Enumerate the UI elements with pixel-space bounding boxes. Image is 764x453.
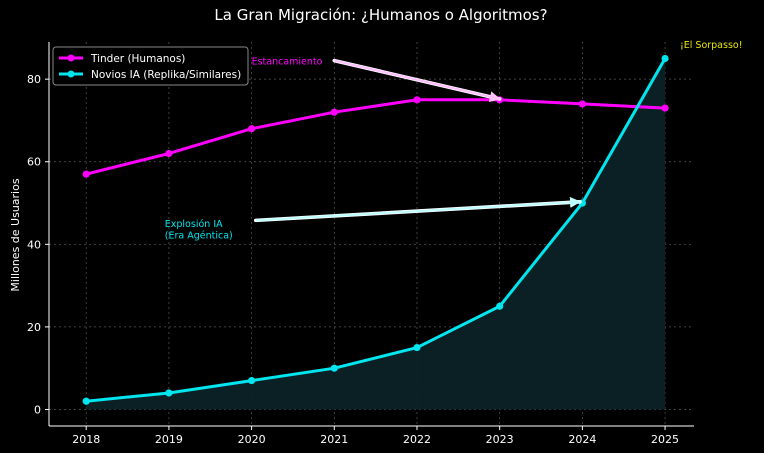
novios-ia-series-line: [84, 57, 667, 403]
y-tick-label: 60: [27, 156, 41, 169]
tinder-legend-label: Tinder (Humanos): [90, 53, 185, 65]
x-tick-label: 2022: [403, 433, 431, 446]
axes: 2018 2019 2020 2021 2022 2023 2024 2025 0 20 40 60 8…: [27, 42, 694, 446]
annotation-estancamiento-text: Estancamiento: [252, 57, 323, 68]
tinder-point-2020: [247, 125, 256, 133]
y-tick-label: 40: [27, 238, 41, 251]
y-tick-label: 80: [27, 73, 41, 86]
novios-ia-legend-marker: [67, 70, 75, 78]
annotation-estancamiento-arrow: [334, 59, 501, 103]
legend: Tinder (Humanos) Novios IA (Replika/Simil…: [52, 46, 249, 86]
novios-ia-legend-label: Novios IA (Replika/Similares): [91, 69, 241, 81]
annotation-line: Estancamiento: [252, 57, 323, 68]
annotation-sorpasso-text: ¡El Sorpasso!: [680, 40, 743, 51]
annotation-line: (Era Agéntica): [165, 230, 233, 241]
novios-ia-point-2020: [247, 376, 256, 385]
x-tick-label: 2018: [72, 433, 100, 446]
x-tick-label: 2019: [155, 433, 183, 446]
tinder-point-2021: [330, 108, 338, 116]
x-tick-label: 2024: [568, 433, 596, 446]
y-tick-label: 20: [27, 321, 41, 334]
annotation-line: Explosión IA: [165, 219, 223, 230]
novios-ia-point-2023: [496, 302, 504, 310]
tinder-point-2024: [578, 100, 586, 108]
novios-ia-point-2022: [413, 343, 421, 352]
x-tick-label: 2023: [486, 433, 514, 446]
x-tick-label: 2025: [651, 433, 679, 446]
novios-ia-area-fill: [86, 58, 666, 410]
novios-ia-point-2019: [165, 389, 173, 397]
annotation-explosion-arrow: [255, 196, 581, 222]
y-axis-label: Millones de Usuarios: [9, 178, 22, 291]
area-fill-layer: [86, 58, 666, 410]
x-tick-label: 2021: [320, 433, 348, 446]
annotations: Estancamiento Explosión IA (Era Agéntica) ¡…: [165, 40, 743, 241]
tinder-point-2022: [413, 96, 421, 104]
tinder-series-line: [84, 98, 667, 176]
tinder-point-2018: [82, 170, 90, 178]
novios-ia-point-2018: [82, 397, 90, 405]
novios-ia-point-2025: [661, 54, 669, 63]
legend-box: [52, 46, 249, 86]
annotation-explosion-text: Explosión IA (Era Agéntica): [165, 219, 233, 242]
y-tick-label: 0: [34, 403, 41, 416]
chart-title: La Gran Migración: ¿Humanos o Algoritmos…: [214, 6, 547, 24]
x-tick-label: 2020: [238, 433, 266, 446]
novios-ia-point-2021: [330, 364, 338, 372]
annotation-line: ¡El Sorpasso!: [680, 40, 743, 51]
tinder-point-2025: [661, 104, 669, 112]
tinder-point-2019: [165, 149, 173, 158]
tinder-legend-marker: [67, 54, 75, 62]
